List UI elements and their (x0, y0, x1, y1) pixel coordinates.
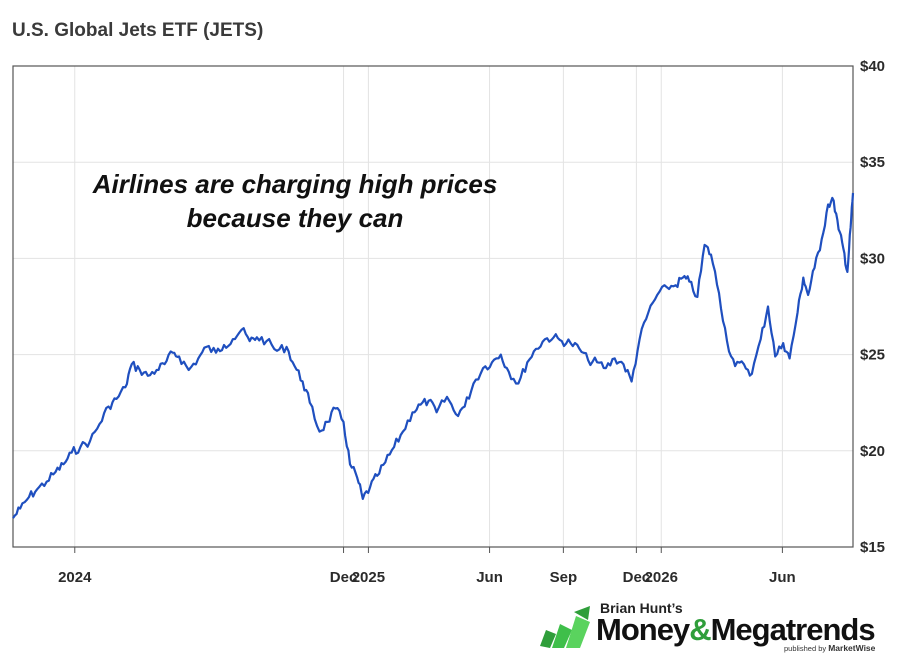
y-axis-ticks: $15 $20 $25 $30 $35 $40 (860, 58, 885, 556)
brand-name: Money&Megatrends (596, 612, 876, 648)
brand-logo: Brian Hunt’s Money&Megatrends published … (538, 598, 888, 658)
y-tick-label: $30 (860, 250, 885, 267)
annotation-line: because they can (187, 203, 404, 233)
brand-pub-name: MarketWise (828, 643, 876, 653)
price-line (12, 192, 855, 519)
grid (13, 66, 853, 547)
y-tick-label: $20 (860, 443, 885, 460)
brand-ampersand: & (689, 612, 711, 647)
annotation: Airlines are charging high prices because… (92, 169, 498, 233)
annotation-line: Airlines are charging high prices (92, 169, 498, 199)
y-tick-label: $35 (860, 154, 885, 171)
y-tick-label: $40 (860, 58, 885, 75)
series-layer (12, 192, 855, 519)
plot-frame (12, 65, 854, 548)
x-tick-label: 2024 (58, 569, 92, 586)
brand-megatrends: Megatrends (710, 612, 876, 647)
x-tick-label: 2025 (352, 569, 385, 586)
brand-money: Money (596, 612, 690, 647)
brand-pretitle: Brian Hunt’s (600, 600, 683, 616)
chart-title: U.S. Global Jets ETF (JETS) (12, 20, 264, 41)
x-tick-label: Sep (550, 569, 578, 586)
x-tick-label: Dec (623, 569, 651, 586)
y-tick-label: $25 (860, 347, 885, 364)
y-tick-label: $15 (860, 539, 885, 556)
brand-pub-text: published by (784, 644, 827, 653)
x-tick-label: Jun (476, 569, 503, 586)
brand-publisher: published by MarketWise (784, 643, 875, 653)
x-tick-label: Jun (769, 569, 796, 586)
x-tick-label: 2026 (645, 569, 678, 586)
megatrends-logo-icon (540, 606, 590, 648)
x-tick-label: Dec (330, 569, 358, 586)
